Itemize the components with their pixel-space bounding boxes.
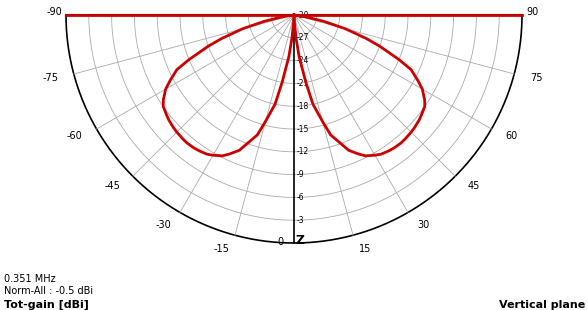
- Text: -27: -27: [297, 33, 309, 42]
- Text: -3: -3: [297, 216, 305, 225]
- Text: -15: -15: [213, 244, 229, 254]
- Text: Norm-All : -0.5 dBi: Norm-All : -0.5 dBi: [4, 286, 93, 296]
- Text: -15: -15: [297, 125, 309, 134]
- Text: -18: -18: [297, 102, 309, 111]
- Text: -24: -24: [297, 56, 309, 65]
- Text: 15: 15: [359, 244, 371, 254]
- Text: -21: -21: [297, 79, 309, 88]
- Text: -12: -12: [297, 147, 309, 156]
- Text: 75: 75: [530, 73, 542, 83]
- Text: 0.351 MHz: 0.351 MHz: [4, 274, 56, 284]
- Text: Tot-gain [dBi]: Tot-gain [dBi]: [4, 300, 89, 310]
- Text: -45: -45: [105, 181, 121, 191]
- Text: 0: 0: [277, 237, 283, 247]
- Text: Vertical plane: Vertical plane: [499, 300, 585, 310]
- Text: -30: -30: [297, 11, 309, 20]
- Text: -30: -30: [155, 219, 171, 230]
- Text: -60: -60: [66, 131, 82, 141]
- Text: -90: -90: [46, 7, 62, 17]
- Text: Z: Z: [296, 234, 305, 247]
- Text: 60: 60: [506, 131, 518, 141]
- Text: 30: 30: [417, 219, 429, 230]
- Text: 90: 90: [526, 7, 538, 17]
- Text: -75: -75: [42, 73, 58, 83]
- Text: 45: 45: [467, 181, 479, 191]
- Text: -6: -6: [297, 193, 305, 202]
- Text: -9: -9: [297, 170, 305, 179]
